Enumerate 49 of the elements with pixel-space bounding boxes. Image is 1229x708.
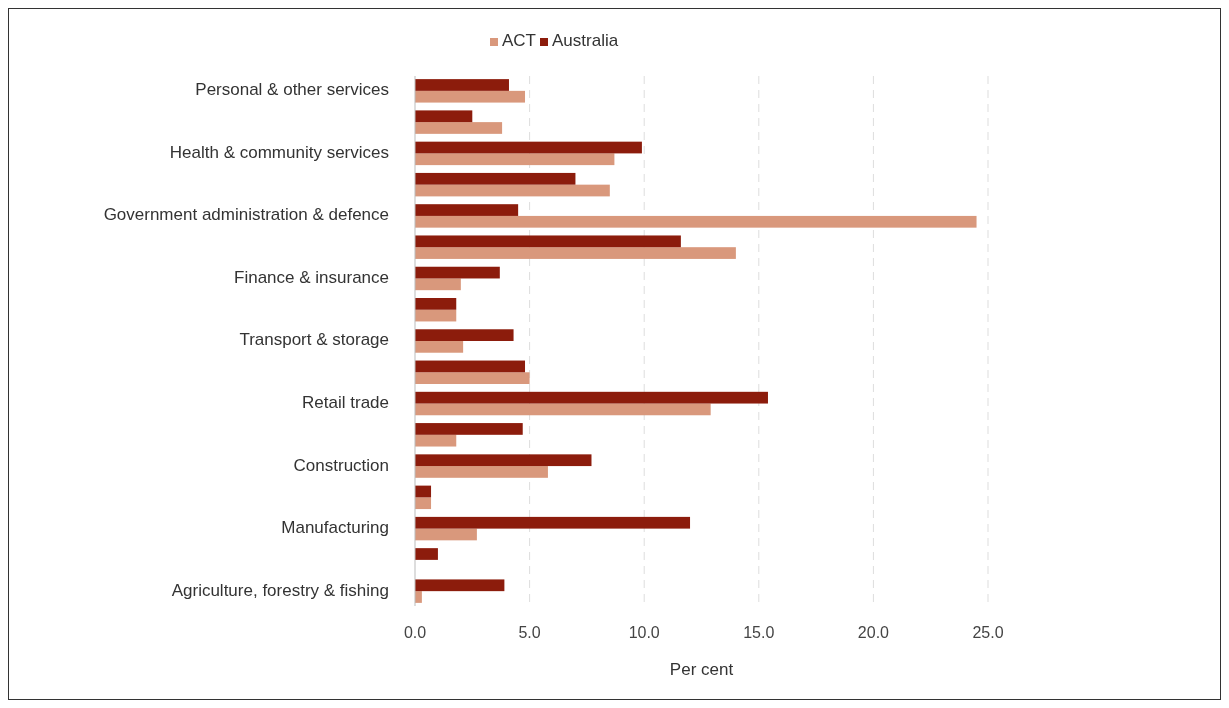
- bar: [415, 309, 457, 322]
- bar: [415, 79, 509, 91]
- bar: [415, 466, 548, 478]
- y-tick-label: Manufacturing: [281, 518, 389, 538]
- bar: [415, 434, 457, 447]
- y-tick-label: Personal & other services: [195, 80, 389, 100]
- bar: [415, 372, 530, 384]
- bar: [415, 341, 464, 353]
- legend-label: Australia: [552, 31, 619, 51]
- x-tick-label: 10.0: [628, 624, 660, 641]
- bar: [415, 141, 642, 154]
- bar: [415, 122, 503, 134]
- bar: [415, 90, 526, 103]
- y-tick-label: Retail trade: [302, 393, 389, 413]
- x-tick-label: 20.0: [857, 624, 890, 641]
- bar: [415, 278, 461, 291]
- bar: [415, 153, 615, 166]
- bar: [415, 235, 681, 248]
- bar: [415, 454, 592, 467]
- x-axis-title: Per cent: [669, 660, 734, 679]
- bar: [415, 528, 477, 541]
- y-tick-label: Transport & storage: [239, 330, 389, 350]
- bar: [415, 403, 711, 416]
- bar: [415, 266, 500, 279]
- bar: [415, 360, 526, 373]
- x-tick-label: 25.0: [972, 624, 1004, 641]
- x-tick-label: 5.0: [518, 624, 541, 641]
- x-tick-label: 0.0: [403, 624, 427, 641]
- y-tick-label: Finance & insurance: [234, 267, 389, 287]
- bar: [415, 423, 523, 435]
- bar: [415, 329, 514, 341]
- bar: [415, 110, 473, 123]
- bar: [415, 215, 977, 228]
- x-tick-label: 15.0: [743, 624, 775, 641]
- bar: [415, 204, 519, 216]
- y-tick-label: Agriculture, forestry & fishing: [171, 580, 389, 600]
- bar: [415, 298, 457, 310]
- y-tick-label: Government administration & defence: [103, 205, 389, 225]
- bar: [415, 184, 610, 197]
- legend-label: ACT: [502, 31, 536, 51]
- y-tick-label: Construction: [293, 455, 389, 475]
- bar: [415, 579, 505, 592]
- y-tick-label: Health & community services: [169, 142, 389, 162]
- bar: [415, 516, 691, 529]
- bar: [415, 548, 438, 560]
- bar: [415, 247, 736, 259]
- bar: [415, 391, 768, 404]
- bar: [415, 497, 432, 510]
- bar: [415, 172, 576, 185]
